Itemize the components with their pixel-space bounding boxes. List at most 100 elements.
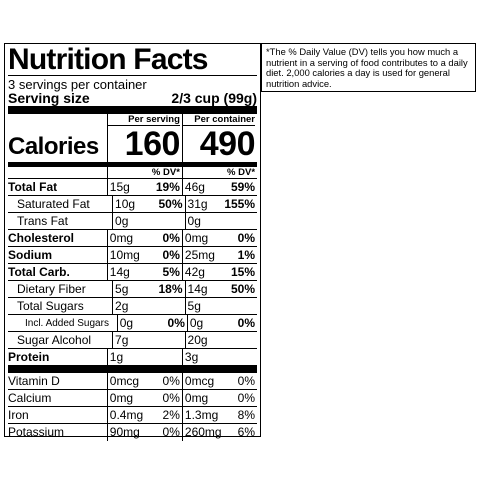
nutrient-daily-value: 0% xyxy=(162,425,180,439)
nutrient-daily-value: 0% xyxy=(167,316,185,330)
nutrient-amount: 0g xyxy=(115,214,129,228)
nutrient-amount: 0g xyxy=(187,214,201,228)
nutrient-table: Total Fat 15g 19% 46g 59% Saturated Fat 10g 50%… xyxy=(8,179,257,373)
serving-size-row: Serving size 2/3 cup (99g) xyxy=(8,91,257,106)
nutrient-name: Dietary Fiber xyxy=(17,282,86,296)
calories-label: Calories xyxy=(8,133,99,160)
dv-header-serving: % DV* xyxy=(151,167,180,178)
calories-per-serving-column: Per serving 160 xyxy=(106,114,182,162)
nutrient-daily-value: 6% xyxy=(237,425,256,439)
table-row: Incl. Added Sugars 0g 0% 0g 0% xyxy=(8,315,257,332)
nutrient-daily-value: 155% xyxy=(224,197,256,211)
label-title: Nutrition Facts xyxy=(8,43,208,76)
nutrient-amount: 0mcg xyxy=(184,374,215,388)
table-row: Protein 1g 3g xyxy=(8,349,257,373)
servings-per-container: 3 servings per container xyxy=(8,77,147,92)
nutrient-daily-value: 0% xyxy=(237,391,256,405)
calories-per-container-column: Per container 490 xyxy=(181,114,257,163)
table-row: Vitamin D 0mcg 0% 0mcg 0% xyxy=(8,373,257,390)
nutrient-daily-value: 18% xyxy=(158,282,183,296)
table-row: Potassium 90mg 0% 260mg 6% xyxy=(8,424,257,441)
nutrient-daily-value: 0% xyxy=(162,248,180,262)
nutrient-name: Incl. Added Sugars xyxy=(25,318,109,329)
table-row: Sugar Alcohol 7g 20g xyxy=(8,332,257,349)
nutrient-amount: 260mg xyxy=(184,425,222,439)
nutrient-amount: 3g xyxy=(184,350,199,364)
nutrient-amount: 5g xyxy=(187,299,201,313)
nutrient-amount: 31g xyxy=(187,197,208,211)
nutrient-amount: 14g xyxy=(109,265,130,279)
nutrient-daily-value: 0% xyxy=(237,316,255,330)
dv-header-container: % DV* xyxy=(227,167,256,178)
nutrient-amount: 42g xyxy=(184,265,205,279)
table-row: Sodium 10mg 0% 25mg 1% xyxy=(8,247,257,264)
nutrient-amount: 1g xyxy=(109,350,124,364)
nutrient-amount: 20g xyxy=(187,333,208,347)
nutrient-amount: 46g xyxy=(184,180,205,194)
nutrient-amount: 25mg xyxy=(184,248,215,262)
nutrient-amount: 0mcg xyxy=(109,374,140,388)
table-row: Total Fat 15g 19% 46g 59% xyxy=(8,179,257,196)
nutrient-name: Sugar Alcohol xyxy=(17,333,92,347)
nutrient-amount: 14g xyxy=(187,282,208,296)
nutrient-name: Vitamin D xyxy=(8,374,60,388)
nutrient-amount: 2g xyxy=(115,299,129,313)
table-row: Total Sugars 2g 5g xyxy=(8,298,257,315)
nutrient-daily-value: 19% xyxy=(155,180,180,194)
nutrient-name: Sodium xyxy=(8,248,52,262)
table-row: Calcium 0mg 0% 0mg 0% xyxy=(8,390,257,407)
nutrient-daily-value: 0% xyxy=(237,231,256,245)
vitamin-table: Vitamin D 0mcg 0% 0mcg 0% Calcium 0mg 0% 0mg 0% Ir… xyxy=(8,373,257,441)
serving-size-label: Serving size xyxy=(8,90,90,106)
nutrient-amount: 0mg xyxy=(184,391,209,405)
serving-size-value: 2/3 cup (99g) xyxy=(171,90,257,106)
nutrient-amount: 0mg xyxy=(109,231,134,245)
nutrient-name: Total Carb. xyxy=(8,265,70,279)
calories-section: Calories Per serving 160 Per container 4… xyxy=(8,114,257,167)
dv-header-row: % DV* % DV* xyxy=(8,167,257,179)
nutrient-daily-value: 1% xyxy=(237,248,256,262)
nutrient-name: Protein xyxy=(8,350,50,364)
nutrient-amount: 0mg xyxy=(109,391,134,405)
nutrient-daily-value: 0% xyxy=(162,231,180,245)
nutrient-daily-value: 0% xyxy=(162,374,180,388)
nutrient-name: Iron xyxy=(8,408,29,422)
table-row: Iron 0.4mg 2% 1.3mg 8% xyxy=(8,407,257,424)
table-row: Saturated Fat 10g 50% 31g 155% xyxy=(8,196,257,213)
table-row: Dietary Fiber 5g 18% 14g 50% xyxy=(8,281,257,298)
nutrient-amount: 15g xyxy=(109,180,130,194)
table-row: Cholesterol 0mg 0% 0mg 0% xyxy=(8,230,257,247)
nutrient-amount: 5g xyxy=(115,282,129,296)
nutrient-daily-value: 8% xyxy=(237,408,256,422)
nutrient-amount: 90mg xyxy=(109,425,140,439)
nutrient-amount: 10g xyxy=(115,197,136,211)
calories-per-container: 490 xyxy=(199,125,256,163)
nutrient-daily-value: 0% xyxy=(162,391,180,405)
nutrient-amount: 10mg xyxy=(109,248,140,262)
nutrient-amount: 0g xyxy=(119,316,134,330)
nutrient-amount: 0g xyxy=(189,316,204,330)
nutrient-amount: 0mg xyxy=(184,231,209,245)
nutrient-amount: 0.4mg xyxy=(109,408,144,422)
thick-divider xyxy=(8,106,257,114)
dv-footnote: *The % Daily Value (DV) tells you how mu… xyxy=(261,43,476,92)
per-serving-header: Per serving xyxy=(107,114,180,126)
nutrient-name: Trans Fat xyxy=(17,214,68,228)
nutrient-name: Saturated Fat xyxy=(17,197,90,211)
nutrient-name: Potassium xyxy=(8,425,65,439)
nutrient-name: Total Sugars xyxy=(17,299,84,313)
nutrient-name: Calcium xyxy=(8,391,52,405)
nutrient-daily-value: 59% xyxy=(230,180,256,194)
nutrient-name: Cholesterol xyxy=(8,231,75,245)
nutrition-facts-label: Nutrition Facts 3 servings per container… xyxy=(4,43,261,441)
nutrient-name: Total Fat xyxy=(8,180,58,194)
nutrient-amount: 1.3mg xyxy=(184,408,219,422)
nutrient-daily-value: 50% xyxy=(230,282,256,296)
per-container-header: Per container xyxy=(182,114,255,126)
nutrient-daily-value: 50% xyxy=(158,197,183,211)
table-row: Total Carb. 14g 5% 42g 15% xyxy=(8,264,257,281)
divider xyxy=(8,75,257,76)
nutrient-daily-value: 0% xyxy=(237,374,256,388)
nutrient-amount: 7g xyxy=(115,333,129,347)
nutrient-daily-value: 15% xyxy=(230,265,256,279)
